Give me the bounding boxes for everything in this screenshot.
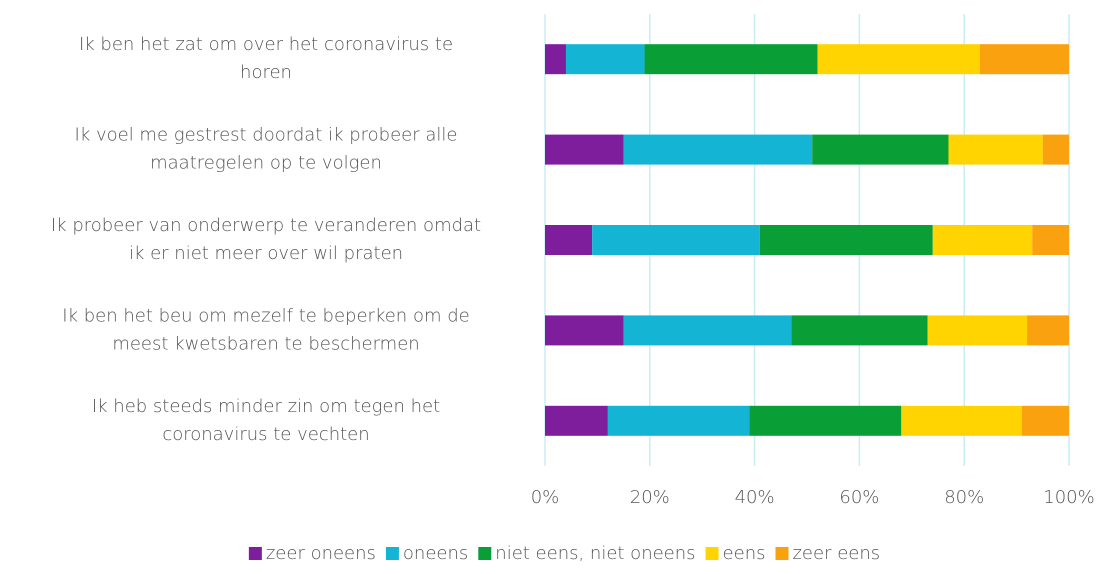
legend-swatch — [385, 547, 399, 560]
bar-segment — [812, 134, 949, 165]
x-tick-label: 60% — [839, 487, 879, 508]
bar-segment — [817, 44, 980, 75]
legend-label: zeer oneens — [266, 543, 376, 564]
category-label: Ik ben het zat om over het coronavirus t… — [79, 34, 453, 55]
bar-segment — [1021, 405, 1069, 436]
legend-swatch — [248, 547, 262, 560]
category-label: horen — [240, 62, 292, 83]
bar-segment — [545, 225, 593, 255]
bar-segment — [623, 315, 792, 346]
bar-segment — [901, 405, 1022, 436]
x-tick-label: 20% — [630, 487, 670, 508]
bar-segment — [1032, 225, 1069, 255]
bar-segment — [932, 225, 1033, 255]
bar-segment — [565, 44, 645, 75]
bar-segment — [1042, 134, 1069, 165]
x-tick-label: 0% — [531, 487, 560, 508]
legend-swatch — [705, 547, 719, 560]
category-label: Ik ben het beu om mezelf te beperken om … — [62, 305, 469, 326]
x-tick-label: 40% — [735, 487, 775, 508]
bar-segment — [623, 134, 813, 165]
legend-label: oneens — [403, 543, 468, 564]
bar-segment — [759, 225, 933, 255]
bar-segment — [749, 405, 902, 436]
category-label: Ik voel me gestrest doordat ik probeer a… — [75, 125, 458, 146]
legend-label: zeer eens — [792, 543, 880, 564]
bar-segment — [644, 44, 818, 75]
bar-segment — [948, 134, 1043, 165]
category-label: ik er niet meer over wil praten — [129, 243, 403, 264]
category-label: Ik probeer van onderwerp te veranderen o… — [51, 215, 481, 236]
bar-segment — [545, 44, 566, 75]
category-label: coronavirus te vechten — [162, 424, 369, 445]
bar-segment — [545, 315, 624, 346]
bar-segment — [545, 405, 608, 436]
bar-segment — [927, 315, 1028, 346]
bar-segment — [791, 315, 928, 346]
x-tick-label: 100% — [1043, 487, 1094, 508]
bar-segment — [1027, 315, 1069, 346]
bar-segment — [545, 134, 624, 165]
category-label: maatregelen op te volgen — [150, 153, 382, 174]
legend-swatch — [775, 547, 789, 560]
bar-segment — [979, 44, 1069, 75]
category-label: Ik heb steeds minder zin om tegen het — [92, 396, 440, 417]
legend-label: eens — [723, 543, 766, 564]
legend-label: niet eens, niet oneens — [495, 543, 695, 564]
x-tick-label: 80% — [944, 487, 984, 508]
legend-swatch — [478, 547, 492, 560]
bar-segment — [607, 405, 750, 436]
category-label: meest kwetsbaren te beschermen — [112, 333, 419, 354]
bar-segment — [592, 225, 760, 255]
